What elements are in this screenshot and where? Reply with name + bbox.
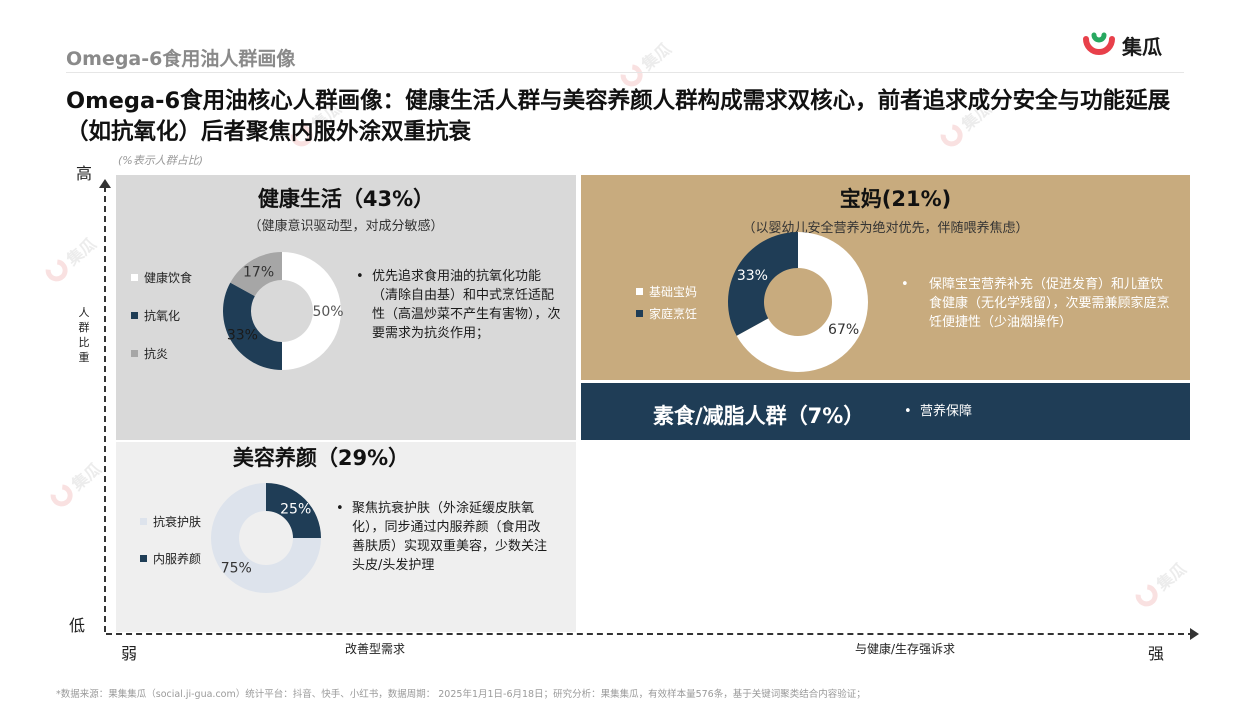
page-headline: Omega-6食用油核心人群画像：健康生活人群与美容养颜人群构成需求双核心，前者… (66, 88, 1171, 145)
mom-panel: 宝妈(21%) （以婴幼儿安全营养为绝对优先，伴随喂养焦虑） 基础宝妈 家庭烹饪… (581, 175, 1190, 380)
donut-slice-家庭烹饪 (728, 232, 798, 336)
donut-slice-基础宝妈 (736, 232, 868, 372)
percent-note: (%表示人群占比) (118, 154, 204, 167)
legend-item: 健康饮食 (131, 268, 192, 287)
y-axis-title: 人群比重 (78, 306, 90, 364)
donut-data-label: 67% (828, 322, 859, 338)
legend-item: 基础宝妈 (636, 282, 697, 301)
y-axis-high-label: 高 (76, 164, 93, 183)
panel-title: 美容养颜（29%） (232, 446, 410, 470)
beauty-panel: 美容养颜（29%） 抗衰护肤 内服养颜 25% 75% • 聚焦抗衰护肤（外涂延缓皮… (116, 442, 576, 632)
brand-watermark: 集瓜 (35, 217, 114, 293)
donut-data-label: 50% (312, 304, 343, 320)
donut-slice-内服养颜 (266, 483, 321, 538)
panel-bullet: • 聚焦抗衰护肤（外涂延缓皮肤氧化），同步通过内服养颜（食用改善肤质）实现双重美容… (336, 501, 548, 573)
donut-slice-健康饮食 (282, 252, 341, 370)
legend-item: 抗衰护肤 (140, 512, 201, 531)
x-axis-weak-label: 弱 (121, 644, 138, 663)
x-axis-line (106, 633, 1194, 635)
x-axis-right-label: 与健康/生存强诉求 (855, 642, 956, 656)
donut-slice-抗炎 (230, 252, 282, 297)
panel-title: 宝妈(21%) (839, 187, 952, 211)
y-axis-low-label: 低 (69, 616, 86, 635)
panel-bullet: • 营养保障 (904, 404, 973, 419)
panel-subtitle: （健康意识驱动型，对成分敏感） (248, 219, 444, 234)
donut-slice-抗衰护肤 (211, 483, 321, 593)
chart-legend: 抗衰护肤 内服养颜 (140, 512, 201, 568)
x-axis-left-label: 改善型需求 (345, 642, 406, 656)
donut-data-label: 17% (243, 264, 274, 280)
panel-bullet: • 保障宝宝营养补充（促进发育）和儿童饮食健康（无化学残留），次要需兼顾家庭烹饪便… (901, 277, 1170, 330)
donut-data-label: 25% (280, 501, 311, 517)
donut-data-label: 33% (227, 327, 258, 343)
brand-logo-icon (1083, 32, 1115, 55)
mom-donut-chart: 67% 33% (728, 232, 868, 372)
donut-data-label: 33% (737, 268, 768, 284)
legend-item: 家庭烹饪 (636, 304, 697, 323)
y-axis-arrow (99, 179, 111, 188)
header-divider (66, 72, 1184, 73)
donut-slice-抗氧化 (223, 282, 282, 370)
data-source-footer: *数据来源：果集集瓜（social.ji-gua.com）统计平台：抖音、快手、… (56, 689, 866, 700)
brand-name: 集瓜 (1122, 34, 1162, 59)
panel-title: 素食/减脂人群（7%） (653, 404, 865, 428)
section-title: Omega-6食用油人群画像 (66, 48, 296, 70)
panel-subtitle: （以婴幼儿安全营养为绝对优先，伴随喂养焦虑） (742, 221, 1029, 236)
chart-legend: 基础宝妈 家庭烹饪 (636, 282, 697, 323)
legend-item: 内服养颜 (140, 549, 201, 568)
y-axis-line (104, 186, 106, 632)
vegetarian-panel: 素食/减脂人群（7%） • 营养保障 (581, 383, 1190, 440)
beauty-donut-chart: 25% 75% (211, 483, 321, 593)
x-axis-arrow (1190, 628, 1199, 640)
panel-bullet: • 优先追求食用油的抗氧化功能（清除自由基）和中式烹饪适配性（高温炒菜不产生有害物… (356, 269, 561, 341)
health-donut-chart: 50% 33% 17% (223, 252, 344, 370)
health-life-panel: 健康生活（43%） （健康意识驱动型，对成分敏感） 健康饮食 抗氧化 抗炎 50… (116, 175, 576, 440)
brand-logo: 集瓜 (1082, 30, 1182, 60)
chart-legend: 健康饮食 抗氧化 抗炎 (131, 268, 192, 363)
legend-item: 抗氧化 (131, 306, 192, 325)
donut-data-label: 75% (221, 561, 252, 577)
panel-title: 健康生活（43%） (257, 187, 435, 211)
x-axis-strong-label: 强 (1148, 644, 1165, 663)
legend-item: 抗炎 (131, 344, 192, 363)
brand-watermark: 集瓜 (1125, 542, 1204, 618)
